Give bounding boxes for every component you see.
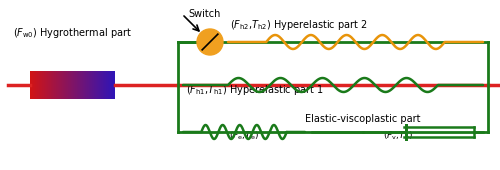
Text: ($\mathit{F}_{\mathrm{h1}}$,$\mathit{T}_{\mathrm{h1}}$) Hyperelastic part 1: ($\mathit{F}_{\mathrm{h1}}$,$\mathit{T}_… bbox=[186, 83, 324, 97]
Text: ($\mathit{F}_{\mathrm{v}}$,$\mathit{T}_{\mathrm{v}}$): ($\mathit{F}_{\mathrm{v}}$,$\mathit{T}_{… bbox=[382, 130, 412, 142]
Text: ($\mathit{F}_{\mathrm{w0}}$) Hygrothermal part: ($\mathit{F}_{\mathrm{w0}}$) Hygrotherma… bbox=[13, 26, 132, 40]
Circle shape bbox=[197, 29, 223, 55]
Text: Switch: Switch bbox=[189, 9, 221, 19]
Text: ($\mathit{F}_{\mathrm{e}}$,$\mathit{T}_{\mathrm{e}}$): ($\mathit{F}_{\mathrm{e}}$,$\mathit{T}_{… bbox=[229, 130, 259, 142]
Text: ($\mathit{F}_{\mathrm{h2}}$,$\mathit{T}_{\mathrm{h2}}$) Hyperelastic part 2: ($\mathit{F}_{\mathrm{h2}}$,$\mathit{T}_… bbox=[230, 18, 368, 32]
Text: Elastic-viscoplastic part: Elastic-viscoplastic part bbox=[305, 114, 421, 124]
